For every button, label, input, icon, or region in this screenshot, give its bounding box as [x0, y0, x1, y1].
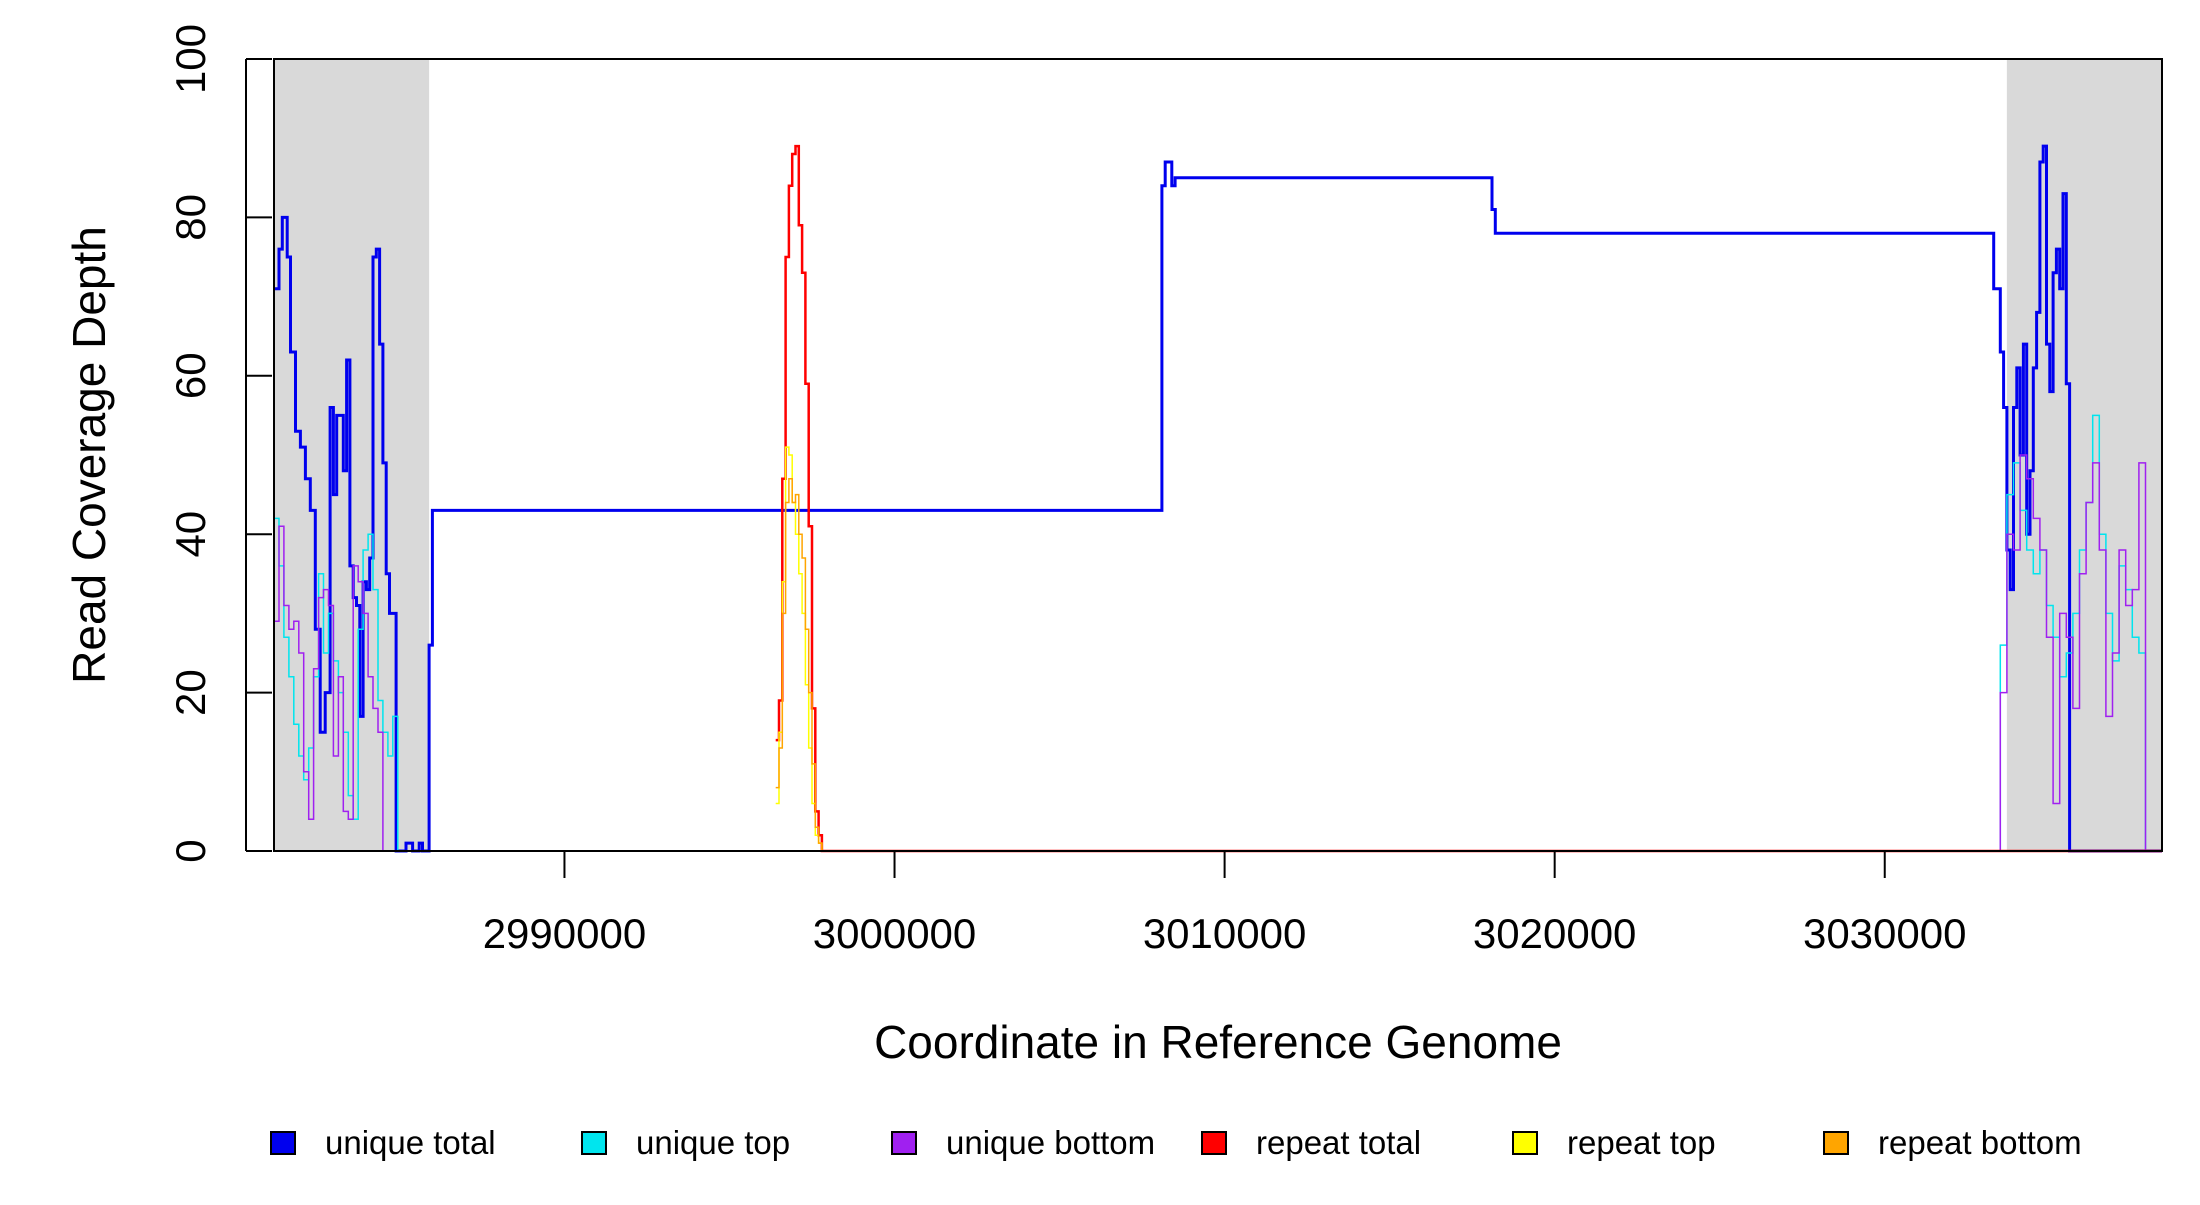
legend-swatch-unique-bottom	[891, 1131, 917, 1155]
legend-swatch-repeat-total	[1201, 1131, 1227, 1155]
legend-swatch-unique-top	[581, 1131, 607, 1155]
legend-label: unique total	[325, 1124, 496, 1161]
x-tick-label: 3020000	[1473, 910, 1637, 957]
y-tick-label: 40	[167, 511, 214, 558]
y-axis-title: Read Coverage Depth	[63, 226, 115, 684]
shaded-region-2	[2006, 59, 2162, 851]
x-tick-label: 3030000	[1803, 910, 1967, 957]
legend-swatch-repeat-top	[1512, 1131, 1538, 1155]
series-layer	[274, 144, 2162, 853]
y-tick-label: 0	[167, 839, 214, 862]
legend-swatch-unique-total	[270, 1131, 296, 1155]
series-line-unique-total	[274, 144, 2162, 853]
x-tick-label: 3010000	[1143, 910, 1307, 957]
series-line-repeat-bottom	[775, 478, 2162, 852]
x-axis: 2990000 3000000 3010000 3020000 3030000	[483, 850, 1967, 957]
y-tick-label: 80	[167, 194, 214, 241]
legend-label: repeat top	[1567, 1124, 1716, 1161]
series-line-repeat-total	[775, 144, 2162, 853]
y-axis: 0 20 40 60 80 100	[167, 24, 272, 863]
y-tick-label: 100	[167, 24, 214, 94]
series-line-unique-top	[274, 414, 2162, 852]
series-line-repeat-top	[775, 446, 2162, 852]
y-tick-label: 60	[167, 352, 214, 399]
shaded-regions	[274, 59, 2162, 851]
legend-label: unique top	[636, 1124, 790, 1161]
y-tick-label: 20	[167, 669, 214, 716]
legend-label: unique bottom	[946, 1124, 1155, 1161]
shaded-region-1	[274, 59, 430, 851]
legend: unique total unique top unique bottom repea…	[270, 1124, 2082, 1161]
legend-swatch-repeat-bottom	[1823, 1131, 1849, 1155]
legend-label: repeat bottom	[1878, 1124, 2082, 1161]
x-tick-label: 3000000	[813, 910, 977, 957]
legend-label: repeat total	[1256, 1124, 1421, 1161]
series-line-unique-bottom	[274, 454, 2162, 852]
x-axis-title: Coordinate in Reference Genome	[874, 1016, 1562, 1068]
x-tick-label: 2990000	[483, 910, 647, 957]
